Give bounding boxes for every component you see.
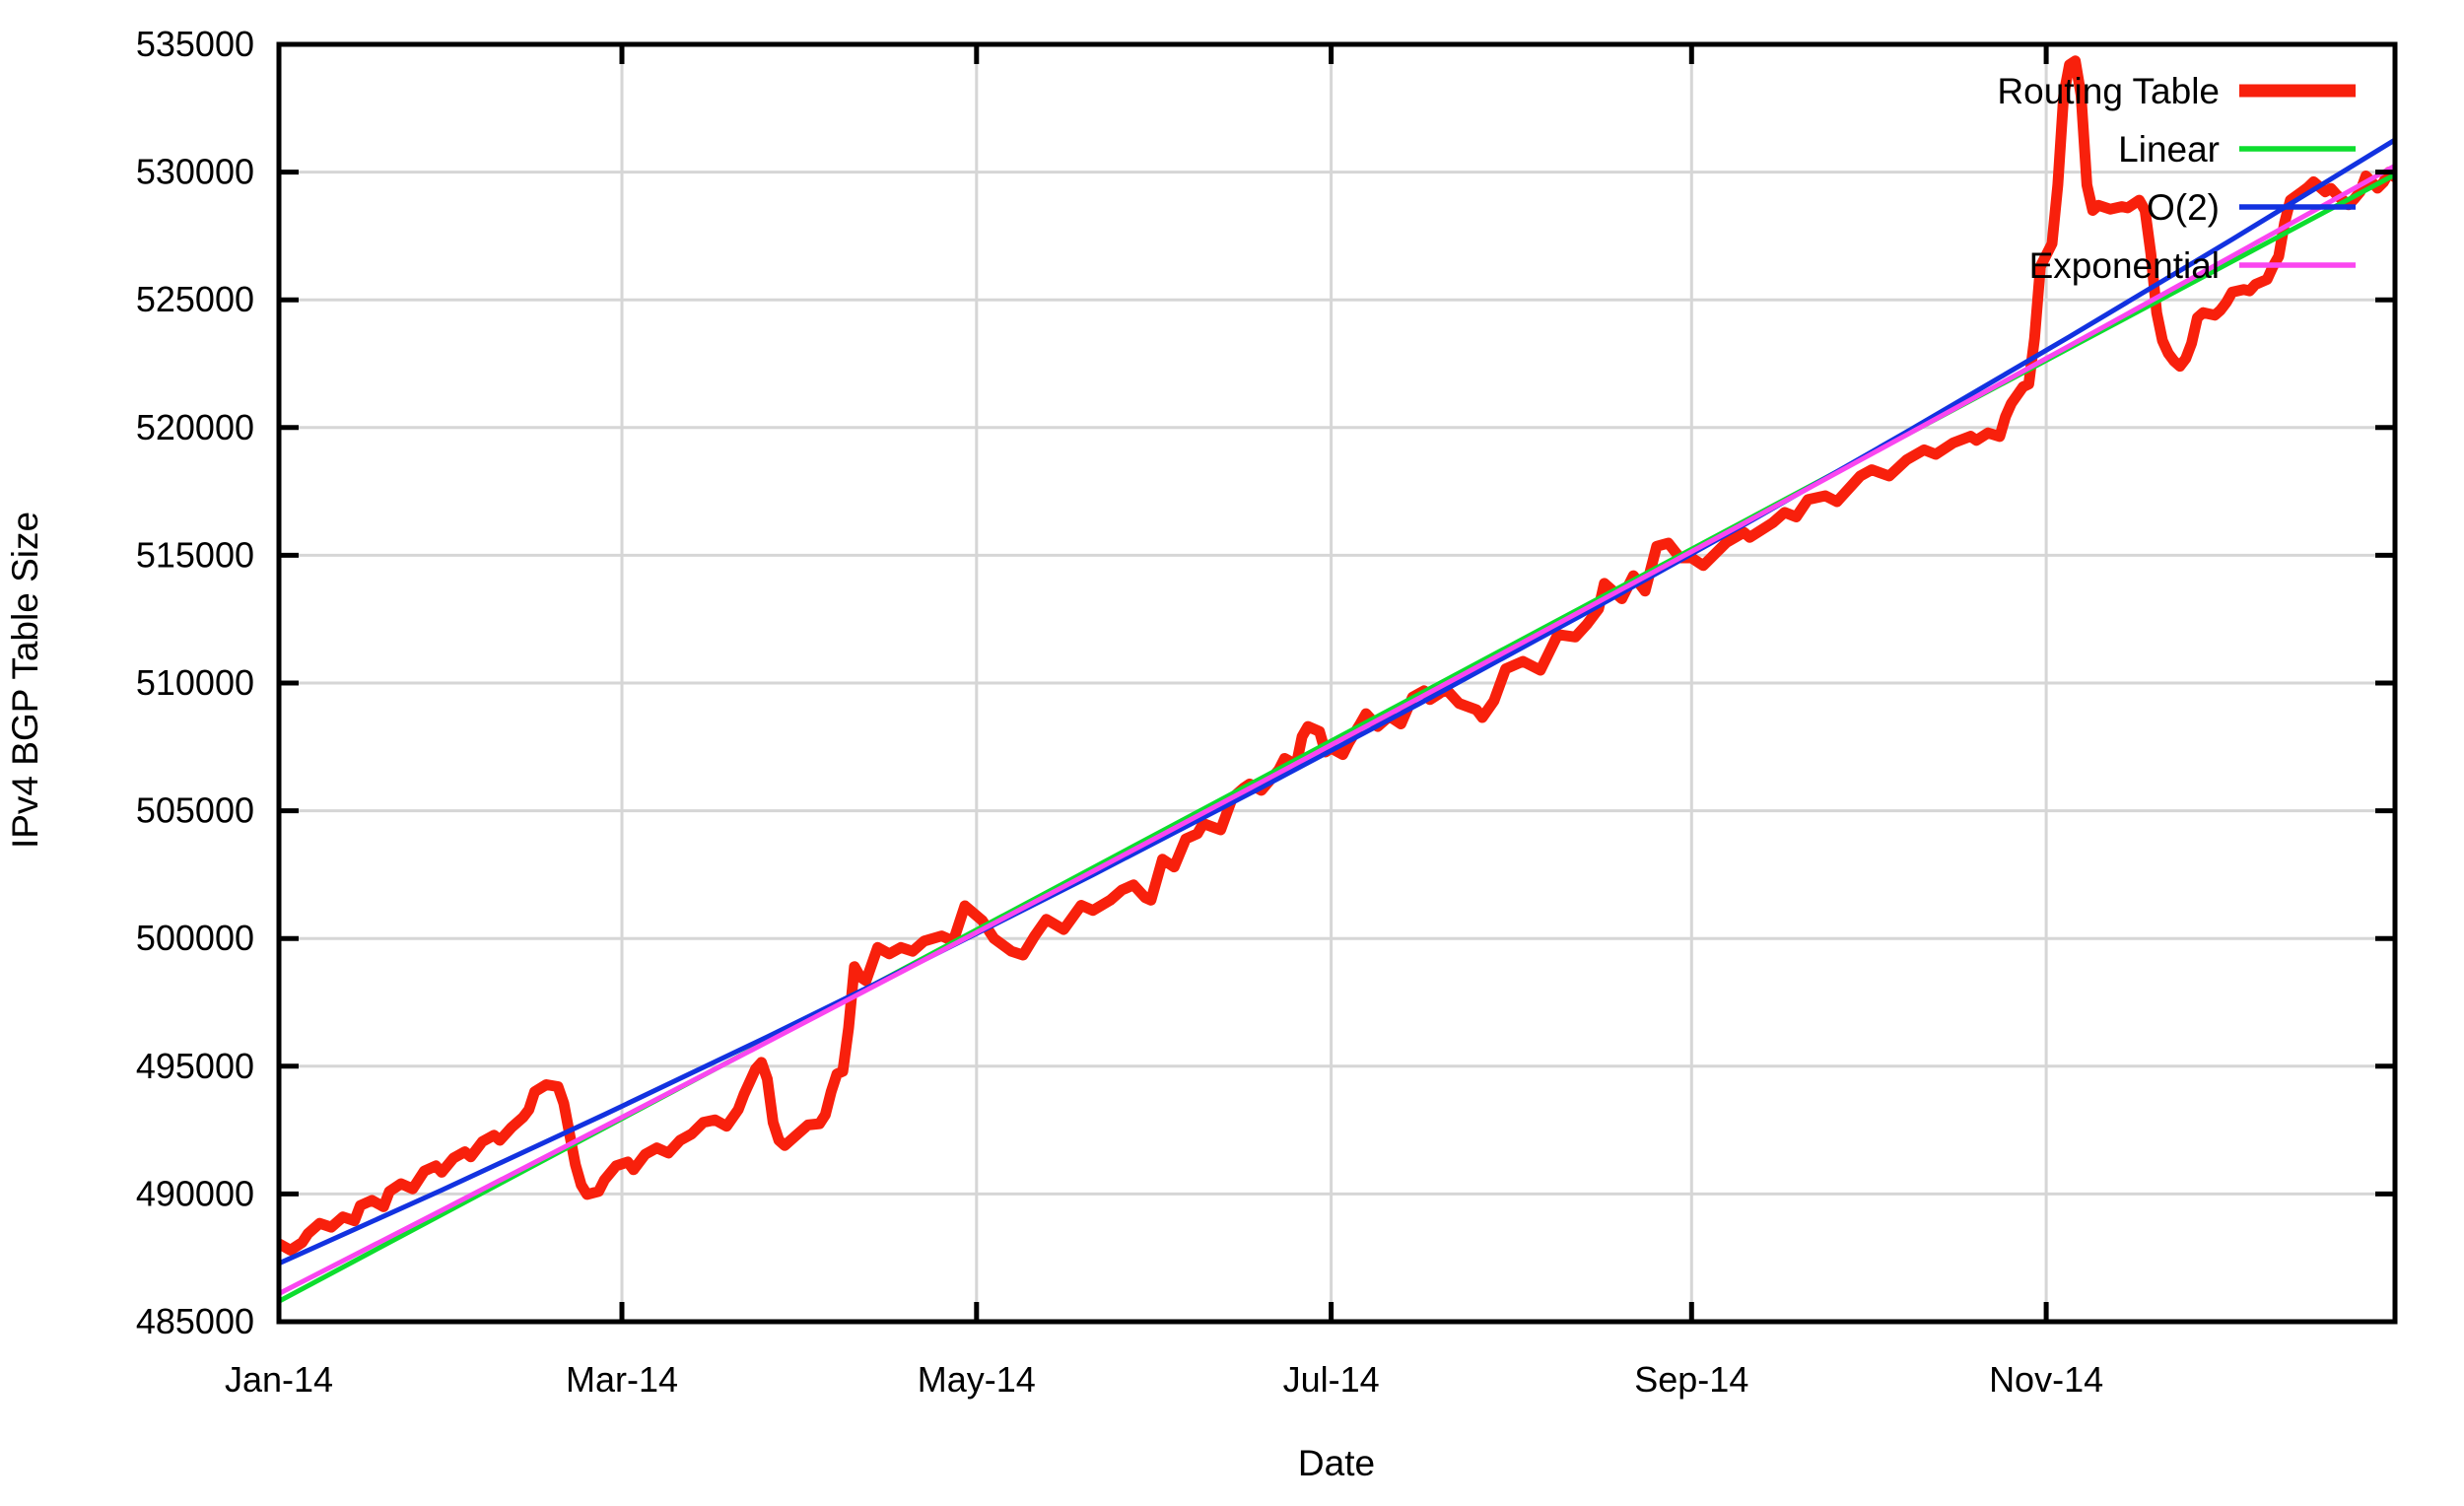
series-line-o-2- xyxy=(279,137,2395,1266)
axis-tick-labels: 485000 490000 495000 500000 505000 510000 5150… xyxy=(136,24,2103,1400)
x-tick-label: Sep-14 xyxy=(1634,1359,1748,1400)
data-series xyxy=(279,55,2395,1304)
series-line-exponential xyxy=(279,163,2395,1296)
y-tick-label: 520000 xyxy=(136,407,254,447)
legend-entry-linear: Linear xyxy=(2118,129,2356,170)
legend-label: Exponential xyxy=(2029,245,2220,286)
x-tick-label: Mar-14 xyxy=(566,1359,678,1400)
y-tick-label: 500000 xyxy=(136,918,254,958)
y-tick-label: 535000 xyxy=(136,24,254,64)
y-tick-label: 485000 xyxy=(136,1301,254,1341)
y-tick-label: 515000 xyxy=(136,534,254,575)
x-tick-label: Nov-14 xyxy=(1989,1359,2103,1400)
legend-label: Linear xyxy=(2118,129,2220,170)
legend-entry-routing-table: Routing Table xyxy=(1997,71,2356,111)
y-tick-label: 525000 xyxy=(136,279,254,319)
y-tick-label: 495000 xyxy=(136,1046,254,1086)
legend: Routing Table Linear O(2) Exponential xyxy=(1997,71,2356,286)
x-axis-title: Date xyxy=(1298,1443,1375,1483)
y-tick-label: 505000 xyxy=(136,790,254,831)
y-tick-label: 510000 xyxy=(136,662,254,703)
x-tick-label: Jan-14 xyxy=(225,1359,333,1400)
y-tick-label: 530000 xyxy=(136,152,254,192)
legend-entry-exponential: Exponential xyxy=(2029,245,2356,286)
legend-label: O(2) xyxy=(2147,187,2220,228)
y-tick-label: 490000 xyxy=(136,1173,254,1213)
grid-lines xyxy=(279,44,2395,1322)
x-tick-label: May-14 xyxy=(918,1359,1036,1400)
axis-ticks xyxy=(276,41,2395,1325)
legend-label: Routing Table xyxy=(1997,71,2220,111)
legend-entry-o-2-: O(2) xyxy=(2147,187,2356,228)
series-line-routing-table xyxy=(279,55,2395,1256)
x-tick-label: Jul-14 xyxy=(1283,1359,1380,1400)
y-axis-title: IPv4 BGP Table Size xyxy=(5,512,45,849)
